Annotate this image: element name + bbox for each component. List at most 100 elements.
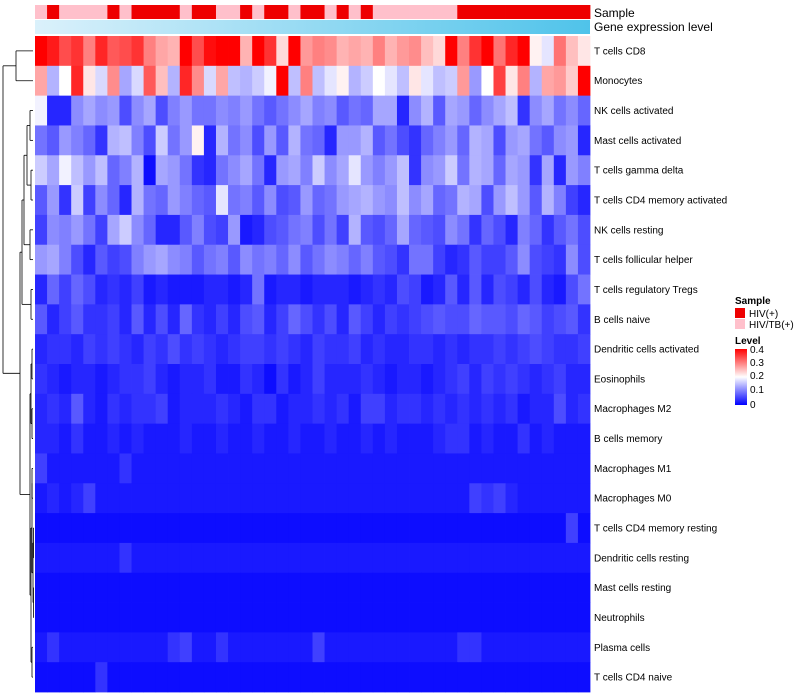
heatmap-cell <box>553 632 567 663</box>
heatmap-cell <box>95 662 108 693</box>
heatmap-cell <box>457 244 470 275</box>
heatmap-cell <box>59 65 72 97</box>
heatmap-cell <box>445 36 458 67</box>
heatmap-cell <box>191 513 205 544</box>
heatmap-cell <box>493 244 506 275</box>
heatmap-cell <box>348 662 362 693</box>
heatmap-cell <box>348 364 362 395</box>
heatmap-cell <box>143 483 157 514</box>
heatmap-cell <box>215 185 229 216</box>
heatmap-cell <box>203 453 217 484</box>
heatmap-cell <box>312 513 325 544</box>
heatmap-cell <box>565 214 579 246</box>
heatmap-cell <box>240 304 253 335</box>
annotation-bars <box>35 5 591 34</box>
heatmap-cell <box>191 125 205 156</box>
heatmap-cell <box>59 393 72 425</box>
heatmap-cell <box>288 36 301 67</box>
heatmap-cell <box>167 125 181 156</box>
heatmap-cell <box>119 155 132 186</box>
sample-annotation-cell <box>179 5 193 19</box>
row-label: Plasma cells <box>594 643 650 654</box>
heatmap-cell <box>228 155 241 186</box>
heatmap-cell <box>433 662 446 693</box>
heatmap-cell <box>565 662 579 693</box>
heatmap-cell <box>481 274 494 305</box>
heatmap-cell <box>288 393 301 425</box>
heatmap-cell <box>457 572 470 603</box>
heatmap-cell <box>228 632 241 663</box>
heatmap-cell <box>505 125 519 156</box>
heatmap-cell <box>433 572 446 603</box>
heatmap-cell <box>83 214 96 246</box>
heatmap-cell <box>517 393 531 425</box>
heatmap-cell <box>493 423 506 454</box>
heatmap-cell <box>143 125 157 156</box>
heatmap-cell <box>143 423 157 454</box>
heatmap-cell <box>252 662 265 693</box>
heatmap-cell <box>95 453 108 484</box>
heatmap-cell <box>433 423 446 454</box>
sample-annotation-cell <box>517 5 531 19</box>
annotation-labels: Sample Gene expression level <box>594 6 713 34</box>
heatmap-cell <box>457 423 470 454</box>
heatmap-cell <box>155 662 169 693</box>
heatmap-cell <box>384 453 398 484</box>
legend-sample-title: Sample <box>735 296 771 307</box>
heatmap-cell <box>396 274 410 305</box>
heatmap-cell <box>493 95 506 126</box>
heatmap-cell <box>505 95 519 126</box>
heatmap-cell <box>131 95 144 126</box>
heatmap-cell <box>493 662 506 693</box>
heatmap-cell <box>47 304 60 335</box>
heatmap-cell <box>505 632 519 663</box>
row-label: T cells regulatory Tregs <box>594 285 698 296</box>
heatmap-cell <box>372 244 386 275</box>
heatmap-cell <box>421 65 434 97</box>
heatmap-cell <box>553 542 567 574</box>
heatmap-cell <box>348 423 362 454</box>
heatmap-cell <box>83 155 96 186</box>
heatmap-cell <box>481 185 494 216</box>
heatmap-cell <box>59 662 72 693</box>
heatmap-cell <box>541 125 555 156</box>
heatmap-cell <box>119 632 132 663</box>
heatmap-cell <box>191 632 205 663</box>
heatmap-cell <box>421 572 434 603</box>
heatmap-cell <box>167 662 181 693</box>
heatmap-cell <box>35 304 48 335</box>
heatmap-cell <box>143 632 157 663</box>
legend-tick-0-4: 0.4 <box>750 345 764 356</box>
heatmap-cell <box>215 334 229 365</box>
heatmap-cell <box>469 483 482 514</box>
heatmap-cell <box>228 572 241 603</box>
heatmap-cell <box>155 513 169 544</box>
heatmap-cell <box>577 304 591 335</box>
heatmap-cell <box>47 513 60 544</box>
heatmap-cell <box>396 453 410 484</box>
heatmap-cell <box>541 36 555 67</box>
heatmap-cell <box>252 483 265 514</box>
heatmap-cell <box>35 662 48 693</box>
heatmap-cell <box>119 602 132 633</box>
heatmap-cell <box>300 214 313 246</box>
heatmap-cell <box>143 334 157 365</box>
heatmap-cell <box>228 542 241 574</box>
heatmap-cell <box>119 214 132 246</box>
heatmap-cell <box>384 155 398 186</box>
heatmap-cell <box>336 304 350 335</box>
heatmap-cell <box>83 334 96 365</box>
heatmap-cell <box>348 513 362 544</box>
heatmap-cell <box>59 304 72 335</box>
heatmap-cell <box>493 393 506 425</box>
heatmap-cell <box>35 214 48 246</box>
heatmap-cell <box>517 274 531 305</box>
heatmap-cell <box>203 36 217 67</box>
heatmap-cell <box>300 632 313 663</box>
sample-annotation-cell <box>433 5 446 19</box>
heatmap-cell <box>119 364 132 395</box>
heatmap-cell <box>348 572 362 603</box>
heatmap-cell <box>372 95 386 126</box>
legend-level-title: Level <box>735 336 761 347</box>
heatmap-cell <box>493 185 506 216</box>
